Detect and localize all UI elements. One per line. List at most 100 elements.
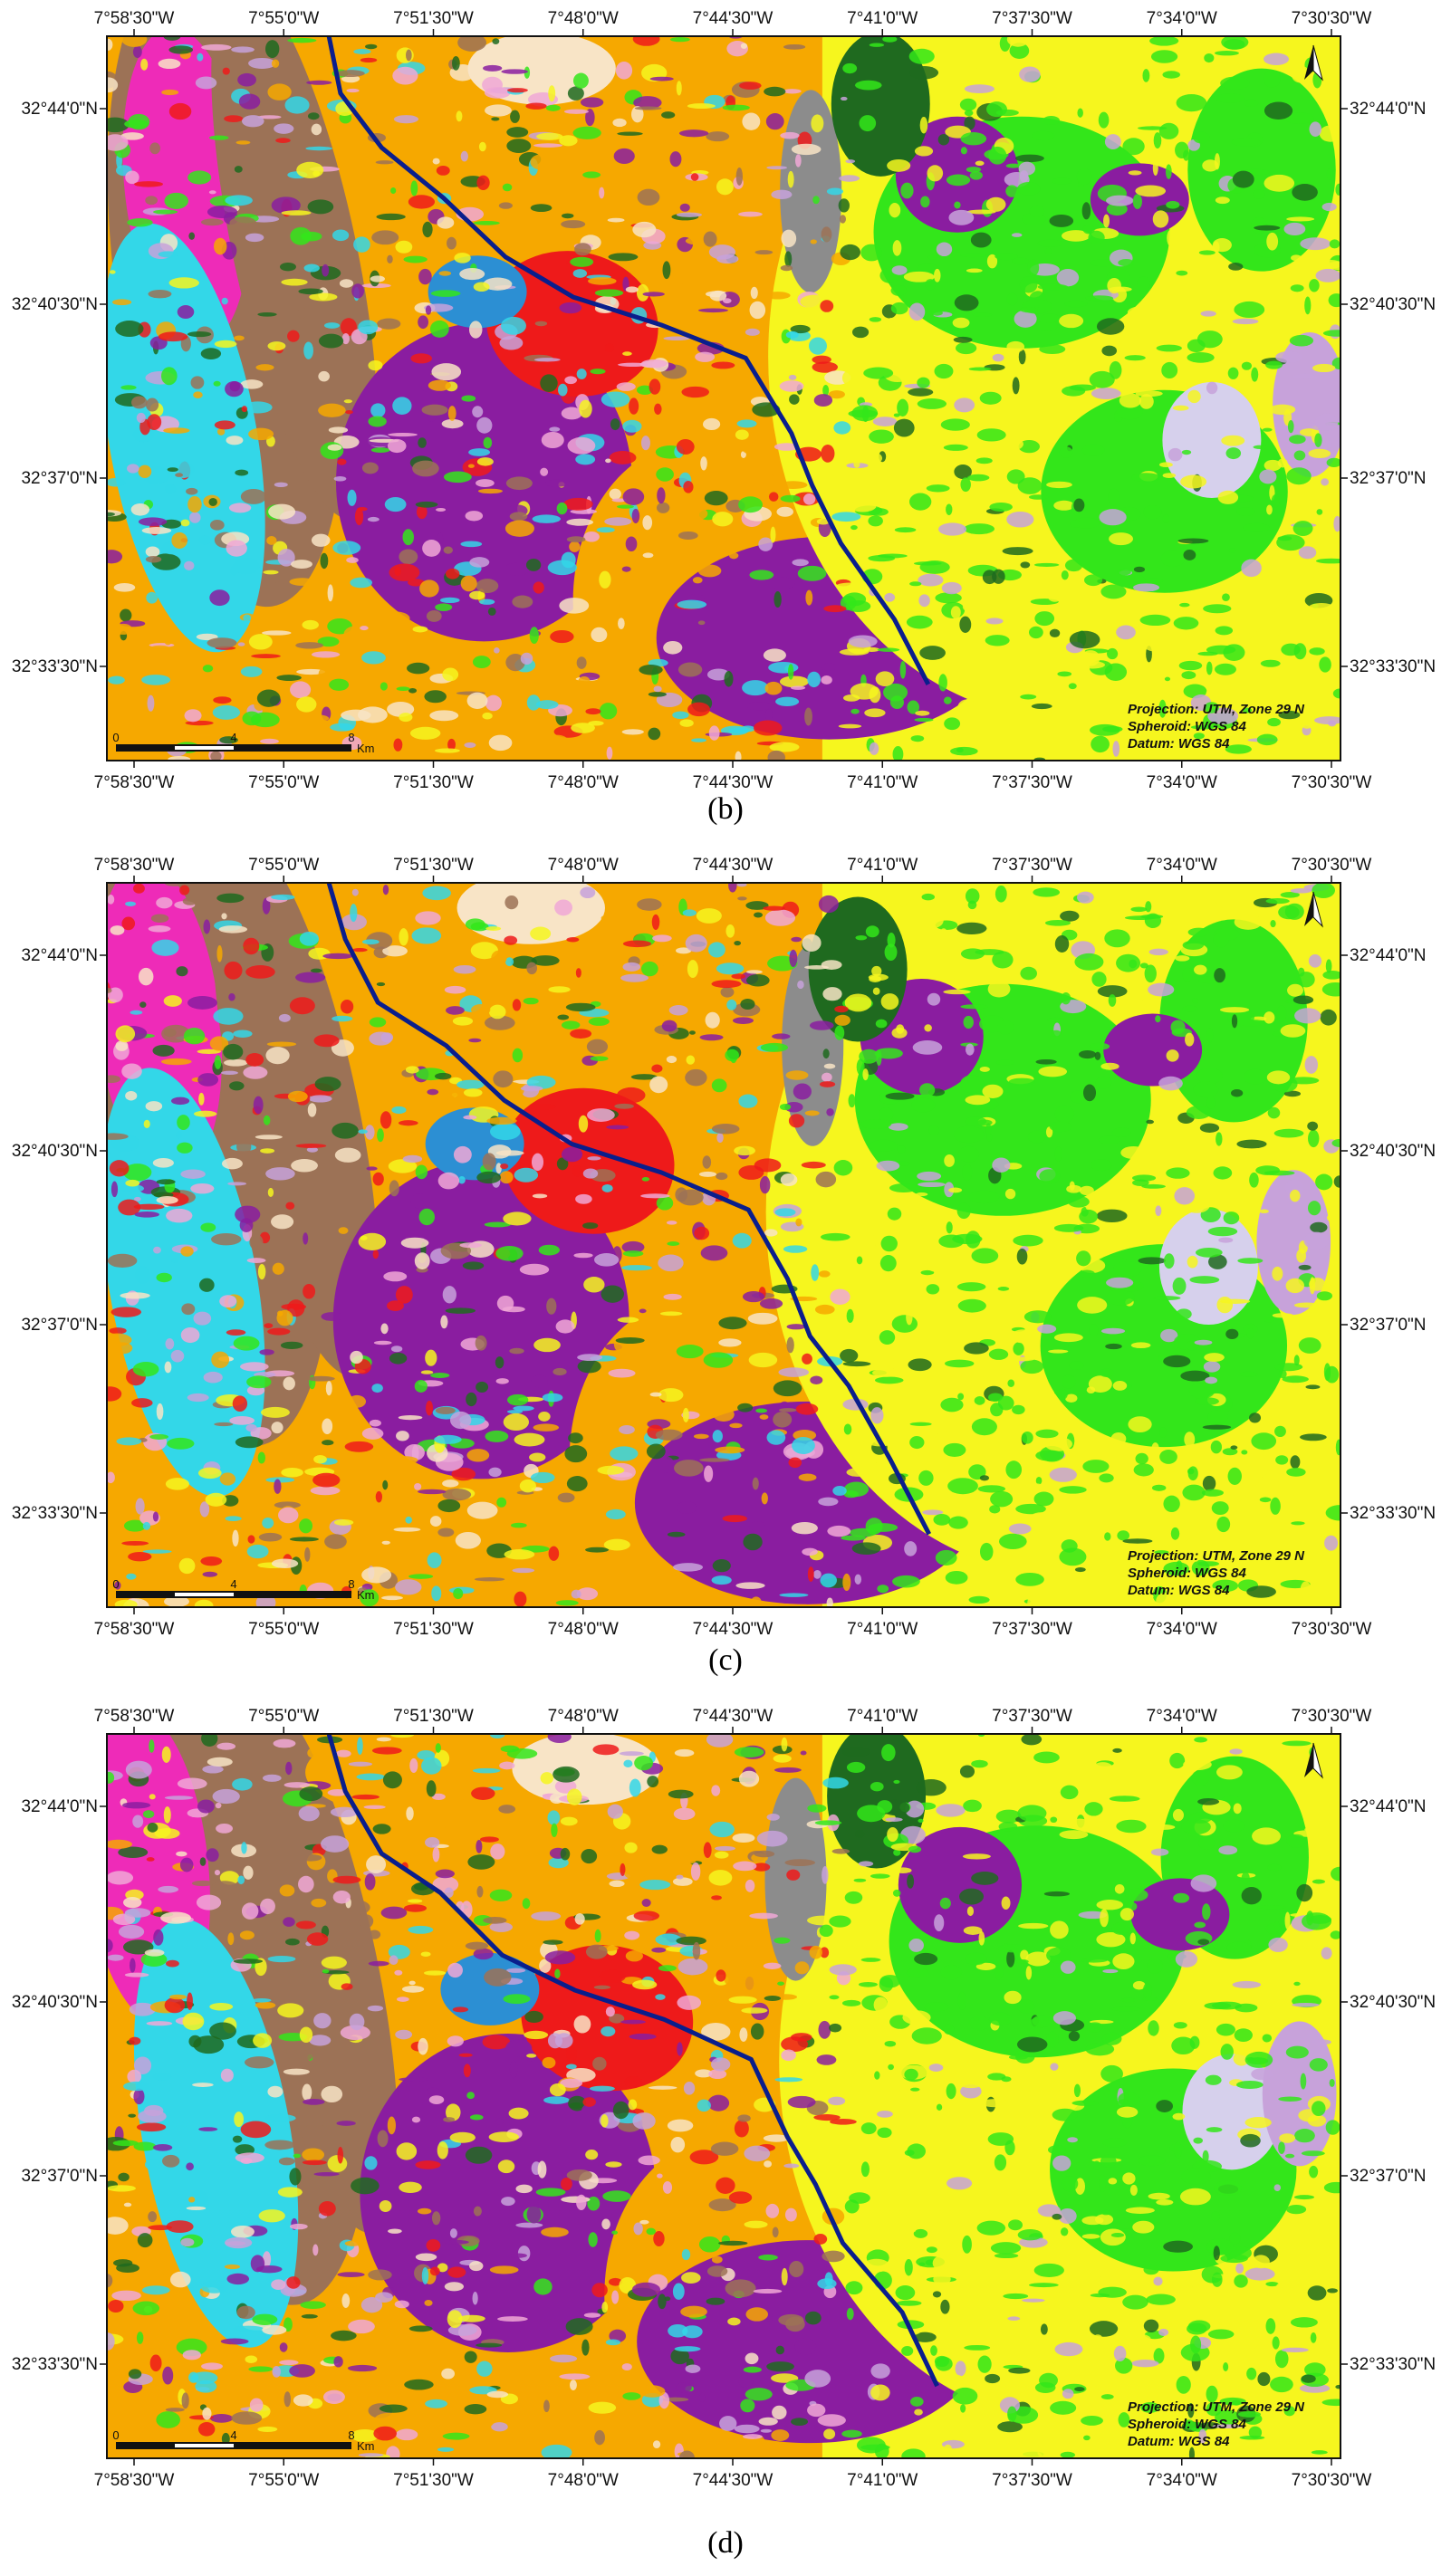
- land-cover-patch: [1114, 1883, 1125, 1894]
- land-cover-patch: [222, 67, 230, 75]
- land-cover-patch: [165, 484, 177, 494]
- land-cover-patch: [605, 2339, 621, 2346]
- land-cover-patch: [1073, 2083, 1081, 2098]
- land-cover-patch: [499, 336, 524, 350]
- land-cover-patch: [711, 1785, 721, 1796]
- land-cover-patch: [566, 536, 586, 543]
- land-cover-patch: [676, 1874, 684, 1880]
- land-cover-patch: [1312, 883, 1335, 899]
- land-cover-patch: [1262, 427, 1273, 432]
- land-cover-patch: [1175, 1950, 1198, 1968]
- land-cover-patch: [1190, 724, 1216, 730]
- longitude-label-top: 7°58'30"W: [94, 9, 175, 28]
- land-cover-patch: [918, 594, 930, 608]
- land-cover-patch: [1020, 306, 1038, 313]
- land-cover-patch: [886, 2445, 904, 2458]
- land-cover-patch: [1061, 364, 1073, 378]
- land-cover-patch: [107, 2274, 113, 2288]
- land-cover-patch: [611, 2290, 620, 2304]
- land-cover-patch: [784, 1859, 816, 1866]
- land-cover-patch: [966, 167, 981, 173]
- land-cover-patch: [311, 651, 341, 658]
- land-cover-patch: [289, 2168, 302, 2186]
- land-cover-patch: [376, 982, 386, 987]
- land-cover-patch: [114, 1599, 138, 1607]
- land-cover-patch: [200, 1556, 223, 1566]
- land-cover-patch: [484, 87, 511, 99]
- land-cover-patch: [1227, 1467, 1242, 1485]
- classified-map-d: 7°58'30"W7°58'30"W7°55'0"W7°55'0"W7°51'3…: [12, 1707, 1436, 2490]
- scale-value: 8: [348, 1577, 354, 1591]
- land-cover-patch: [138, 517, 168, 527]
- land-cover-patch: [1108, 2178, 1118, 2185]
- land-cover-patch: [633, 96, 662, 110]
- land-cover-patch: [214, 420, 235, 430]
- land-cover-patch: [562, 213, 574, 219]
- land-cover-patch: [140, 1952, 168, 1967]
- land-cover-patch: [592, 1744, 620, 1756]
- land-cover-patch: [137, 2233, 153, 2248]
- land-cover-patch: [213, 1008, 244, 1025]
- land-cover-patch: [577, 1354, 603, 1362]
- land-cover-patch: [188, 512, 201, 523]
- land-cover-patch: [1187, 389, 1201, 404]
- land-cover-patch: [1088, 230, 1105, 245]
- land-cover-patch: [1109, 360, 1122, 379]
- land-cover-patch: [279, 2360, 299, 2366]
- land-cover-patch: [469, 2261, 484, 2272]
- land-cover-patch: [509, 1347, 524, 1355]
- land-cover-patch: [790, 324, 811, 334]
- land-cover-patch: [553, 1367, 567, 1376]
- land-cover-patch: [389, 1352, 408, 1365]
- land-cover-patch: [1294, 2129, 1315, 2143]
- land-cover-patch: [687, 960, 698, 979]
- land-cover-patch: [451, 1467, 476, 1481]
- land-cover-patch: [1191, 1769, 1210, 1786]
- land-cover-patch: [760, 2428, 772, 2433]
- longitude-label-top: 7°30'30"W: [1292, 1707, 1372, 1726]
- land-cover-patch: [753, 1863, 771, 1872]
- land-cover-patch: [233, 557, 260, 575]
- land-cover-patch: [989, 90, 1009, 103]
- land-cover-patch: [1262, 2034, 1273, 2043]
- land-cover-patch: [1077, 108, 1083, 118]
- land-cover-patch: [764, 909, 796, 926]
- land-cover-patch: [452, 1016, 474, 1026]
- land-cover-patch: [504, 1549, 535, 1560]
- land-cover-patch: [652, 934, 672, 943]
- land-cover-patch: [508, 2107, 529, 2120]
- land-cover-patch: [1023, 2429, 1046, 2434]
- land-cover-patch: [281, 210, 312, 215]
- scale-value: 0: [112, 731, 119, 744]
- land-cover-patch: [1140, 998, 1158, 1010]
- land-cover-patch: [1079, 1209, 1098, 1224]
- land-cover-patch: [831, 1326, 847, 1334]
- land-cover-patch: [1214, 968, 1225, 983]
- land-cover-patch: [829, 2023, 842, 2033]
- land-cover-patch: [182, 2350, 201, 2361]
- land-cover-patch: [980, 2099, 1011, 2108]
- land-cover-patch: [1310, 2332, 1317, 2343]
- land-cover-patch: [1322, 1420, 1340, 1437]
- land-cover-patch: [1268, 1937, 1288, 1952]
- land-cover-patch: [427, 1088, 439, 1096]
- land-cover-patch: [780, 494, 801, 503]
- land-cover-patch: [685, 1068, 707, 1087]
- land-cover-patch: [740, 998, 755, 1010]
- land-cover-patch: [465, 511, 484, 522]
- land-cover-patch: [132, 1361, 159, 1377]
- land-cover-patch: [1274, 2350, 1289, 2369]
- land-cover-patch: [1171, 2036, 1196, 2055]
- land-cover-patch: [1314, 1563, 1327, 1571]
- land-cover-patch: [640, 359, 668, 369]
- land-cover-patch: [679, 203, 690, 212]
- land-cover-patch: [376, 1737, 391, 1742]
- land-cover-patch: [107, 1333, 132, 1347]
- land-cover-patch: [802, 493, 816, 505]
- land-cover-patch: [543, 1939, 563, 1945]
- land-cover-patch: [738, 211, 763, 217]
- land-cover-patch: [207, 206, 238, 219]
- land-cover-patch: [764, 2160, 773, 2168]
- land-cover-patch: [1307, 745, 1326, 761]
- land-cover-patch: [601, 391, 630, 407]
